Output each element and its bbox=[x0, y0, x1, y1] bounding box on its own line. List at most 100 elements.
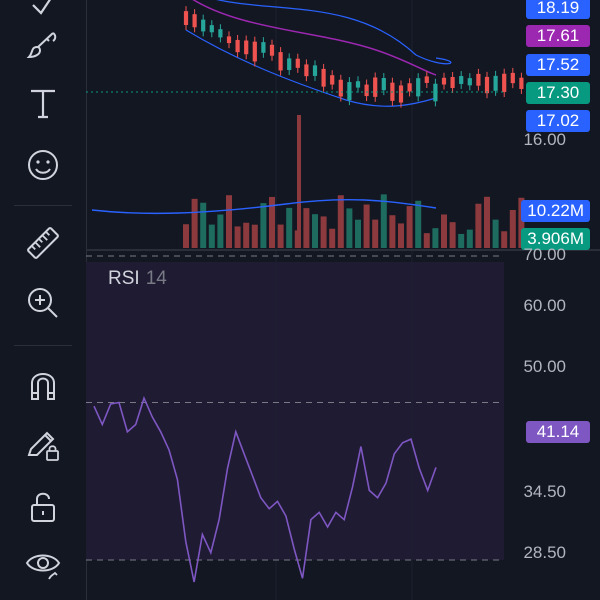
bb-upper bbox=[216, 0, 452, 65]
candle-body bbox=[244, 40, 249, 55]
volume-bar bbox=[432, 228, 439, 248]
candle-body bbox=[467, 78, 472, 86]
volume-bar bbox=[208, 224, 215, 248]
last-price-label: 17.30 bbox=[526, 82, 590, 104]
candle-body bbox=[287, 58, 292, 71]
candle-body bbox=[347, 82, 352, 101]
candle-body bbox=[502, 73, 507, 93]
candle-body bbox=[312, 65, 318, 76]
candle-body bbox=[416, 78, 421, 97]
volume-bar bbox=[191, 198, 198, 248]
ma-price-label: 17.61 bbox=[526, 25, 590, 47]
candle-body bbox=[304, 64, 309, 77]
rsi-title-name: RSI bbox=[108, 268, 140, 289]
volume-bar bbox=[320, 216, 327, 248]
magnet-icon[interactable] bbox=[20, 362, 66, 408]
candle-body bbox=[201, 19, 206, 32]
candle-body bbox=[338, 79, 343, 97]
candle-body bbox=[373, 77, 378, 97]
candle-body bbox=[330, 75, 335, 85]
chart-area[interactable]: 18.19 17.61 17.52 17.30 17.02 16.00 10.2… bbox=[86, 0, 600, 600]
pencil-lock-icon[interactable] bbox=[20, 422, 66, 468]
toolbar-separator bbox=[14, 205, 72, 206]
rsi-tick-70: 70.00 bbox=[523, 245, 566, 264]
bb-lower bbox=[185, 29, 437, 107]
candle-body bbox=[381, 77, 386, 91]
candle-body bbox=[433, 83, 438, 102]
emoji-icon[interactable] bbox=[20, 142, 66, 188]
zoom-in-icon[interactable] bbox=[20, 280, 66, 326]
brush-icon[interactable] bbox=[20, 22, 66, 68]
candle-body bbox=[441, 77, 447, 85]
rsi-line bbox=[93, 395, 437, 583]
volume-bar bbox=[372, 219, 379, 248]
volume-bar bbox=[475, 203, 482, 248]
volume-bar bbox=[484, 196, 490, 248]
volume-bar bbox=[260, 203, 267, 248]
candle-body bbox=[519, 77, 524, 89]
ruler-icon[interactable] bbox=[20, 220, 66, 266]
eye-icon[interactable] bbox=[20, 540, 66, 586]
rsi-length: 14 bbox=[145, 268, 167, 289]
candle-body bbox=[476, 73, 481, 86]
volume-bar bbox=[337, 195, 344, 248]
volume-bar bbox=[458, 233, 465, 248]
moving-average bbox=[192, 0, 437, 76]
volume-bar bbox=[200, 202, 207, 248]
volume-bar bbox=[406, 206, 413, 248]
volume-bar bbox=[466, 229, 473, 248]
rsi-tick-50: 50.00 bbox=[523, 357, 566, 376]
volume-bar bbox=[346, 208, 353, 248]
rsi-reference-lines bbox=[86, 255, 504, 561]
bb-upper-price-label: 18.19 bbox=[526, 0, 590, 19]
candle-body bbox=[235, 39, 240, 53]
candle-body bbox=[510, 72, 515, 84]
volume-bar bbox=[217, 214, 224, 248]
volume-bar bbox=[398, 223, 404, 248]
volume-bar bbox=[441, 214, 447, 248]
candle-body bbox=[459, 76, 464, 84]
chart-canvas[interactable] bbox=[86, 0, 600, 600]
bollinger-bands bbox=[185, 0, 452, 107]
candle-body bbox=[192, 14, 197, 28]
rsi-tick-28-50: 28.50 bbox=[523, 543, 566, 562]
candle-body bbox=[424, 76, 429, 83]
candle-body bbox=[321, 68, 326, 87]
price-tick-label: 16.00 bbox=[523, 130, 566, 149]
volume-bar bbox=[251, 224, 258, 248]
candle-body bbox=[355, 81, 361, 88]
volume-bar bbox=[518, 197, 525, 248]
volume-bar bbox=[492, 219, 499, 248]
text-icon[interactable] bbox=[20, 80, 66, 126]
volume-bar bbox=[415, 200, 422, 248]
candle-body bbox=[209, 25, 214, 33]
partial-tool-icon[interactable] bbox=[20, 0, 66, 28]
grid-lines bbox=[275, 0, 413, 600]
candle-body bbox=[218, 29, 223, 38]
candle-body bbox=[252, 41, 257, 62]
rsi-tick-60: 60.00 bbox=[523, 296, 566, 315]
volume-ma-line bbox=[91, 198, 437, 215]
candle-body bbox=[407, 83, 412, 92]
volume-bar bbox=[269, 196, 275, 248]
volume-label: 3.906M bbox=[521, 228, 590, 250]
volume-bar-spike bbox=[297, 115, 301, 248]
volume-bar bbox=[501, 231, 508, 248]
rsi-tick-34-50: 34.50 bbox=[523, 482, 566, 501]
rsi-current-value: 41.14 bbox=[526, 421, 590, 443]
volume-bar bbox=[183, 224, 189, 248]
rsi-band-background bbox=[86, 262, 504, 560]
unlock-icon[interactable] bbox=[20, 484, 66, 530]
drawing-toolbar bbox=[0, 0, 87, 600]
candle-body bbox=[183, 11, 189, 26]
bb-lower-price-label: 17.02 bbox=[526, 110, 590, 132]
candle-body bbox=[364, 84, 369, 97]
volume-bar bbox=[389, 215, 396, 248]
volume-bar bbox=[303, 208, 310, 248]
candle-body bbox=[261, 42, 266, 53]
volume-bar bbox=[226, 195, 232, 248]
volume-bar bbox=[423, 233, 430, 248]
candle-body bbox=[295, 58, 300, 68]
volume-ma-label: 10.22M bbox=[521, 200, 590, 222]
candle-body bbox=[278, 52, 283, 71]
